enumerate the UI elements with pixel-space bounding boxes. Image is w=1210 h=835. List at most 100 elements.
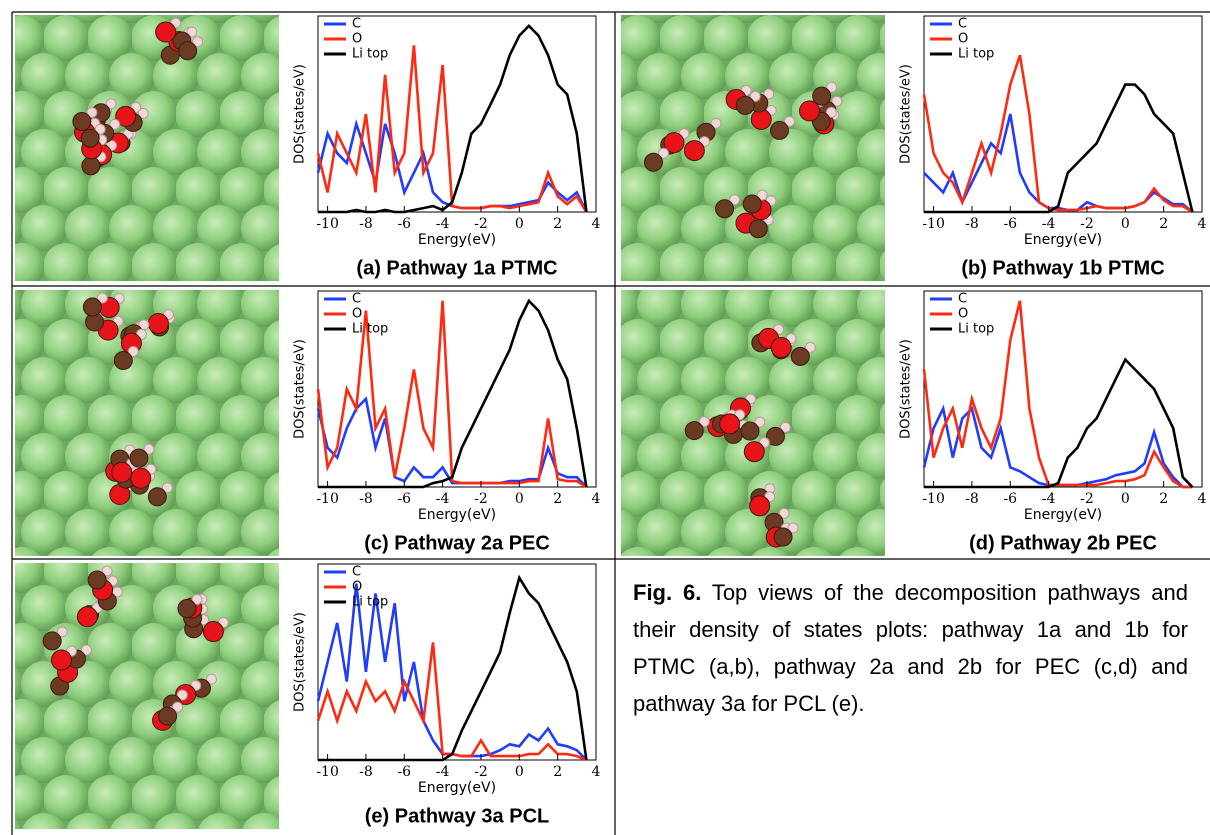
carbon-atom [770,121,788,139]
legend-label: C [352,292,361,307]
surface-image [15,15,279,281]
carbon-atom [644,153,662,171]
x-tick-label: -10 [316,764,339,780]
legend-label: O [352,32,362,47]
x-tick-label: 4 [1198,491,1207,507]
surface-image [15,290,279,556]
y-axis-label: DOS(states/eV) [293,64,308,164]
oxygen-atom [744,442,764,462]
oxygen-atom [751,109,771,129]
legend-label: Li top [352,595,388,610]
carbon-atom [73,113,91,131]
x-tick-label: -8 [359,764,373,780]
x-tick-label: -4 [436,491,450,507]
x-tick-label: 0 [515,491,524,507]
x-tick-label: 2 [1159,216,1168,232]
carbon-atom [82,157,100,175]
x-axis-label: Energy(eV) [1024,507,1102,523]
legend-label: Li top [958,322,994,337]
legend-label: C [352,17,361,32]
caption-label: Fig. 6. [633,580,701,605]
carbon-atom [81,129,99,147]
surface-image [621,15,885,281]
x-axis-label: Energy(eV) [418,232,496,248]
y-axis-label: DOS(states/eV) [899,64,914,164]
x-tick-label: 2 [553,764,562,780]
legend-label: O [352,580,362,595]
oxygen-atom [203,622,223,642]
x-tick-label: 2 [553,491,562,507]
dos-line [318,584,586,760]
x-tick-label: -8 [359,491,373,507]
x-tick-label: -10 [922,491,945,507]
carbon-atom [88,571,106,589]
x-tick-label: -6 [1003,216,1017,232]
carbon-atom [774,528,792,546]
dos-line [924,55,1192,212]
carbon-atom [114,352,132,370]
oxygen-atom [750,496,770,516]
legend-label: O [958,32,968,47]
x-tick-label: 4 [1198,216,1207,232]
x-tick-label: -8 [359,216,373,232]
carbon-atom [716,200,734,218]
caption-text: Top views of the decomposition pathways … [633,580,1188,716]
carbon-atom [130,449,148,467]
panel-title: (a) Pathway 1a PTMC [356,257,557,279]
page: {"chart_data": [ {"type": "line", "title… [0,0,1210,835]
x-axis-label: Energy(eV) [1024,232,1102,248]
oxygen-atom [131,468,151,488]
x-tick-label: -6 [397,491,411,507]
dos-line [924,409,1192,487]
carbon-atom [178,599,196,617]
x-tick-label: -2 [1080,216,1094,232]
carbon-atom [743,195,761,213]
x-tick-label: 0 [515,764,524,780]
x-tick-label: 4 [592,491,601,507]
x-tick-label: 0 [1121,216,1130,232]
x-tick-label: 2 [1159,491,1168,507]
x-tick-label: -8 [965,491,979,507]
x-tick-label: 2 [553,216,562,232]
x-tick-label: 0 [515,216,524,232]
dos-line [318,642,586,760]
x-tick-label: -4 [1042,216,1056,232]
oxygen-atom [112,462,132,482]
carbon-atom [159,707,177,725]
carbon-atom [179,42,197,60]
x-tick-label: -2 [474,216,488,232]
legend-label: Li top [352,47,388,62]
legend-label: Li top [352,322,388,337]
x-tick-label: 4 [592,216,601,232]
x-tick-label: -2 [474,764,488,780]
legend-label: C [352,565,361,580]
x-tick-label: -10 [316,491,339,507]
x-tick-label: -8 [965,216,979,232]
x-axis-label: Energy(eV) [418,780,496,796]
y-axis-label: DOS(states/eV) [293,612,308,712]
x-tick-label: 0 [1121,491,1130,507]
legend-label: C [958,17,967,32]
dos-line [924,360,1192,487]
x-tick-label: 4 [592,764,601,780]
x-tick-label: -10 [316,216,339,232]
x-tick-label: -4 [436,764,450,780]
carbon-atom [83,298,101,316]
carbon-atom [749,220,767,238]
carbon-atom [741,422,759,440]
y-axis-label: DOS(states/eV) [293,339,308,439]
panel-title: (e) Pathway 3a PCL [365,805,550,827]
x-tick-label: -4 [1042,491,1056,507]
carbon-atom [685,422,703,440]
x-tick-label: -2 [1080,491,1094,507]
legend-label: O [958,307,968,322]
figure-caption: Fig. 6. Top views of the decomposition p… [633,574,1188,722]
carbon-atom [43,632,61,650]
oxygen-atom [684,141,704,161]
x-tick-label: -6 [397,764,411,780]
oxygen-atom [77,607,97,627]
oxygen-atom [771,337,791,357]
carbon-atom [148,488,166,506]
legend-label: O [352,307,362,322]
y-axis-label: DOS(states/eV) [899,339,914,439]
